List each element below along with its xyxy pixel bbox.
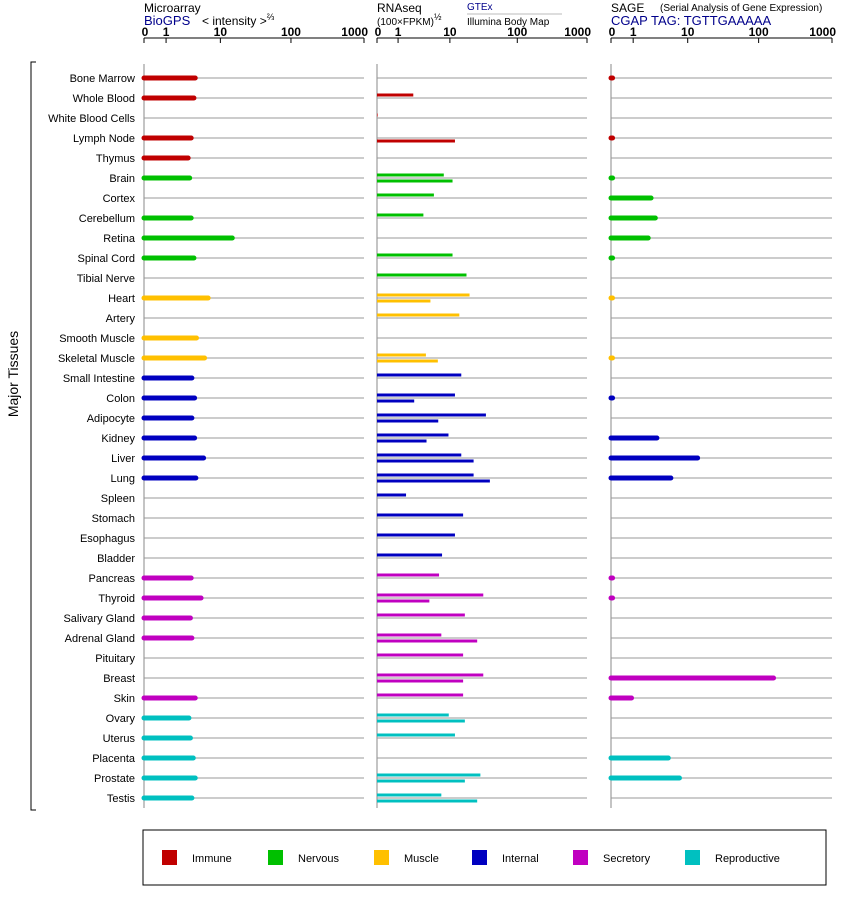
tissue-label: Thyroid: [98, 593, 135, 605]
x-tick-label: 0: [609, 25, 616, 39]
panel-subtitle: BioGPS: [144, 13, 191, 28]
tissue-label: Adipocyte: [87, 413, 135, 425]
tissue-label: Colon: [106, 393, 135, 405]
tissue-label: Placenta: [92, 753, 136, 765]
legend-source-gtex: GTEx: [467, 2, 493, 13]
x-tick-label: 100: [281, 25, 301, 39]
tissue-label: Prostate: [94, 773, 135, 785]
legend-swatch: [472, 850, 487, 865]
panel-title: RNAseq: [377, 1, 422, 15]
legend-swatch: [162, 850, 177, 865]
tissue-label: Kidney: [101, 433, 135, 445]
x-tick-label: 1000: [341, 25, 368, 39]
tissue-label: Lung: [111, 473, 135, 485]
tissue-bracket: [30, 61, 36, 811]
x-tick-label: 0: [142, 25, 149, 39]
tissue-label: Bladder: [97, 553, 135, 565]
tissue-label: Ovary: [106, 713, 136, 725]
legend-swatch: [374, 850, 389, 865]
x-tick-label: 100: [507, 25, 527, 39]
tissue-label: Brain: [109, 173, 135, 185]
tissue-label: Testis: [107, 793, 136, 805]
x-tick-label: 100: [749, 25, 769, 39]
x-tick-label: 1: [395, 25, 402, 39]
x-tick-label: 10: [443, 25, 457, 39]
tissue-label: Retina: [103, 233, 136, 245]
tissue-label: Lymph Node: [73, 133, 135, 145]
x-tick-label: 10: [214, 25, 228, 39]
legend-label: Internal: [502, 853, 539, 865]
tissue-label: Salivary Gland: [63, 613, 135, 625]
panel-subtitle: CGAP TAG: TGTTGAAAAA: [611, 13, 771, 28]
tissue-label: Pancreas: [89, 573, 136, 585]
legend-label: Nervous: [298, 853, 339, 865]
tissue-label: White Blood Cells: [48, 113, 135, 125]
tissue-label: Cerebellum: [79, 213, 135, 225]
panel-note: (Serial Analysis of Gene Expression): [660, 3, 822, 14]
legend-swatch: [573, 850, 588, 865]
tissue-label: Small Intestine: [63, 373, 135, 385]
legend-label: Reproductive: [715, 853, 780, 865]
tissue-label: Heart: [108, 293, 135, 305]
tissue-label: Skeletal Muscle: [58, 353, 135, 365]
x-tick-label: 1000: [809, 25, 836, 39]
x-tick-label: 1: [630, 25, 637, 39]
legend-source-illumina: Illumina Body Map: [467, 17, 550, 28]
tissue-label: Skin: [114, 693, 135, 705]
tissue-label: Whole Blood: [73, 93, 135, 105]
legend-swatch: [685, 850, 700, 865]
y-axis-title: Major Tissues: [5, 331, 21, 417]
x-tick-label: 0: [375, 25, 382, 39]
legend-label: Muscle: [404, 853, 439, 865]
tissue-label: Uterus: [103, 733, 136, 745]
tissue-label: Spleen: [101, 493, 135, 505]
tissue-label: Tibial Nerve: [77, 273, 135, 285]
x-tick-label: 10: [681, 25, 695, 39]
tissue-label: Cortex: [103, 193, 136, 205]
tissue-label: Thymus: [96, 153, 136, 165]
tissue-label: Esophagus: [80, 533, 136, 545]
x-tick-label: 1000: [564, 25, 591, 39]
legend-label: Secretory: [603, 853, 651, 865]
tissue-label: Bone Marrow: [70, 73, 135, 85]
tissue-label: Artery: [106, 313, 136, 325]
panel-title: SAGE: [611, 1, 644, 15]
panel-units-exponent: ½: [434, 12, 442, 22]
x-tick-label: 1: [163, 25, 170, 39]
tissue-label: Stomach: [92, 513, 135, 525]
panel-title: Microarray: [144, 1, 201, 15]
tissue-label: Smooth Muscle: [59, 333, 135, 345]
tissue-label: Spinal Cord: [78, 253, 135, 265]
tissue-label: Breast: [103, 673, 135, 685]
tissue-label: Adrenal Gland: [65, 633, 135, 645]
tissue-label: Pituitary: [95, 653, 135, 665]
panel-units: < intensity >⅔: [202, 12, 275, 28]
legend-label: Immune: [192, 853, 232, 865]
tissue-label: Liver: [111, 453, 135, 465]
panel-units-exponent: ⅔: [267, 12, 275, 22]
legend-swatch: [268, 850, 283, 865]
